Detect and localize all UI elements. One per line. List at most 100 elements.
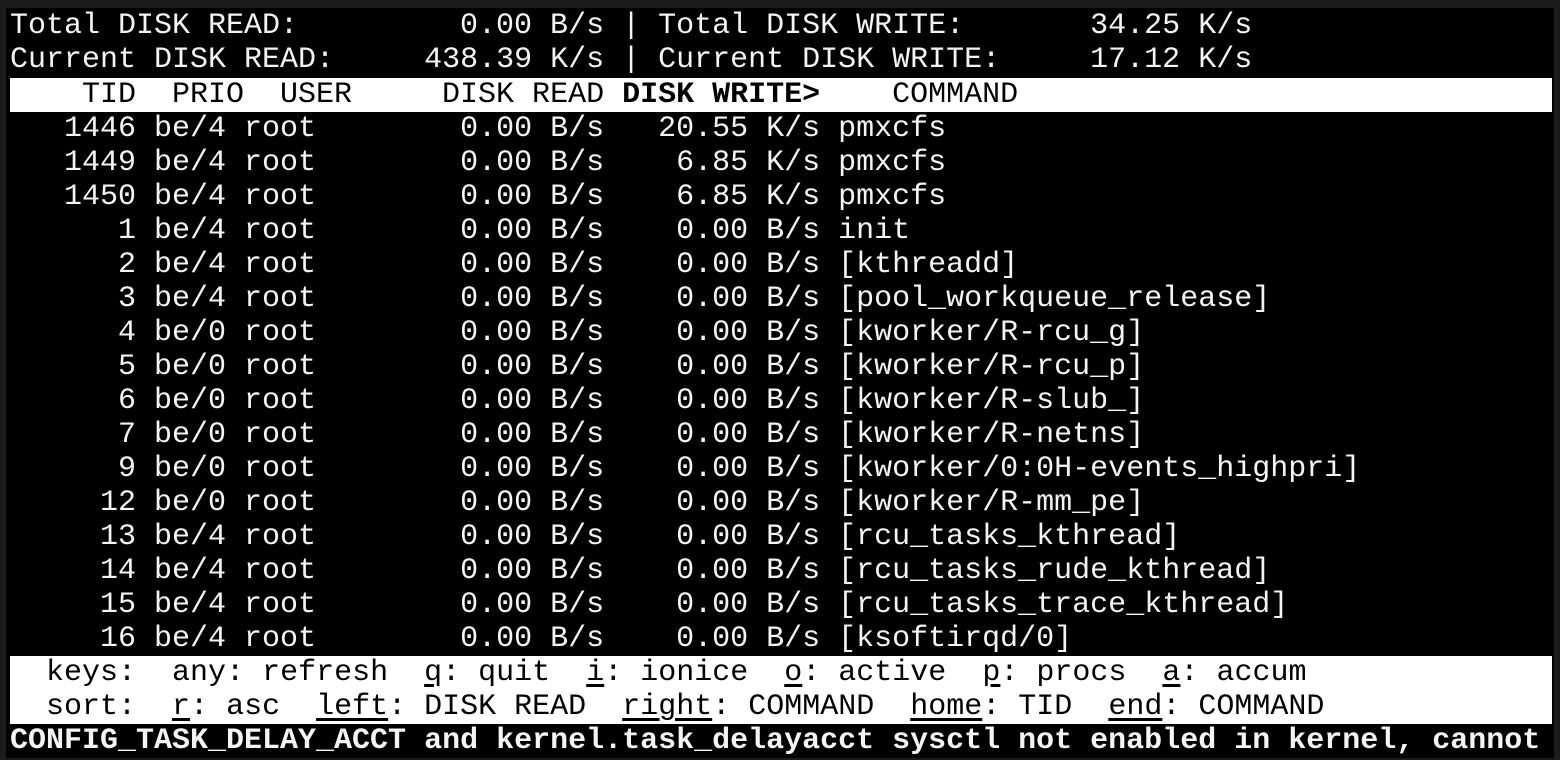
process-tid: 6 xyxy=(118,384,137,418)
process-prio: be/4 xyxy=(154,180,227,214)
current-io-line: Current DISK READ: 438.39 K/s | Current D… xyxy=(10,43,1554,77)
header-disk-write-sorted[interactable]: DISK WRITE> xyxy=(622,78,821,112)
process-tid: 1446 xyxy=(64,112,137,146)
sort-key: left xyxy=(316,690,389,724)
keys-item-p[interactable]: p: procs xyxy=(982,656,1127,690)
process-disk-write: 0.00 B/s xyxy=(676,588,821,622)
process-tid: 1 xyxy=(118,214,137,248)
header-command[interactable]: COMMAND xyxy=(892,78,1019,112)
process-row[interactable]: 7 be/0 root 0.00 B/s 0.00 B/s [kworker/R-n… xyxy=(10,418,1558,452)
keys-label: keys: xyxy=(46,656,137,690)
process-user: root xyxy=(244,520,317,554)
keys-item-any[interactable]: any: refresh xyxy=(172,656,389,690)
header-user[interactable]: USER xyxy=(280,78,353,112)
process-row[interactable]: 1450 be/4 root 0.00 B/s 6.85 K/s pmxcfs xyxy=(10,180,1558,214)
process-user: root xyxy=(244,112,317,146)
separator: | xyxy=(622,9,641,43)
keys-key: o xyxy=(784,656,803,690)
warning-message: CONFIG_TASK_DELAY_ACCT and kernel.task_d… xyxy=(10,724,1541,758)
total-read-label: Total DISK READ: xyxy=(10,9,299,43)
process-tid: 7 xyxy=(118,418,137,452)
process-disk-write: 0.00 B/s xyxy=(676,520,821,554)
sort-key: right xyxy=(622,690,713,724)
process-row[interactable]: 5 be/0 root 0.00 B/s 0.00 B/s [kworker/R-r… xyxy=(10,350,1558,384)
keys-item-a[interactable]: a: accum xyxy=(1162,656,1307,690)
process-prio: be/0 xyxy=(154,316,227,350)
keys-desc: procs xyxy=(1036,656,1127,690)
process-disk-write: 0.00 B/s xyxy=(676,316,821,350)
process-row[interactable]: 4 be/0 root 0.00 B/s 0.00 B/s [kworker/R-r… xyxy=(10,316,1558,350)
process-disk-read: 0.00 B/s xyxy=(460,316,605,350)
process-command: [rcu_tasks_kthread] xyxy=(838,520,1181,554)
process-row[interactable]: 1 be/4 root 0.00 B/s 0.00 B/s init xyxy=(10,214,1558,248)
keys-item-i[interactable]: i: ionice xyxy=(586,656,749,690)
process-tid: 3 xyxy=(118,282,137,316)
header-prio[interactable]: PRIO xyxy=(172,78,245,112)
process-prio: be/0 xyxy=(154,384,227,418)
keys-desc: ionice xyxy=(640,656,749,690)
process-row[interactable]: 6 be/0 root 0.00 B/s 0.00 B/s [kworker/R-s… xyxy=(10,384,1558,418)
process-row[interactable]: 16 be/4 root 0.00 B/s 0.00 B/s [ksoftirqd/… xyxy=(10,622,1558,656)
process-prio: be/4 xyxy=(154,248,227,282)
sort-key: r xyxy=(172,690,191,724)
keys-desc: quit xyxy=(478,656,551,690)
process-row[interactable]: 2 be/4 root 0.00 B/s 0.00 B/s [kthreadd] xyxy=(10,248,1558,282)
process-user: root xyxy=(244,554,317,588)
process-row[interactable]: 1449 be/4 root 0.00 B/s 6.85 K/s pmxcfs xyxy=(10,146,1558,180)
process-user: root xyxy=(244,418,317,452)
process-command: [kworker/R-netns] xyxy=(838,418,1145,452)
process-command: [ksoftirqd/0] xyxy=(838,622,1073,656)
process-command: [kworker/R-rcu_g] xyxy=(838,316,1145,350)
sort-item-home[interactable]: home: TID xyxy=(910,690,1073,724)
process-prio: be/4 xyxy=(154,520,227,554)
process-prio: be/4 xyxy=(154,112,227,146)
process-row[interactable]: 3 be/4 root 0.00 B/s 0.00 B/s [pool_workqu… xyxy=(10,282,1558,316)
process-row[interactable]: 15 be/4 root 0.00 B/s 0.00 B/s [rcu_tasks_… xyxy=(10,588,1558,622)
process-row[interactable]: 14 be/4 root 0.00 B/s 0.00 B/s [rcu_tasks_… xyxy=(10,554,1558,588)
process-command: [pool_workqueue_release] xyxy=(838,282,1271,316)
process-row[interactable]: 13 be/4 root 0.00 B/s 0.00 B/s [rcu_tasks_… xyxy=(10,520,1558,554)
keys-key: any xyxy=(172,656,227,690)
sort-item-r[interactable]: r: asc xyxy=(172,690,281,724)
process-row[interactable]: 9 be/0 root 0.00 B/s 0.00 B/s [kworker/0:0… xyxy=(10,452,1558,486)
process-prio: be/0 xyxy=(154,350,227,384)
sort-desc: DISK READ xyxy=(424,690,587,724)
process-disk-write: 0.00 B/s xyxy=(676,282,821,316)
process-tid: 12 xyxy=(100,486,137,520)
process-command: pmxcfs xyxy=(838,180,947,214)
process-command: pmxcfs xyxy=(838,112,947,146)
process-disk-read: 0.00 B/s xyxy=(460,180,605,214)
keys-desc: refresh xyxy=(262,656,389,690)
header-tid[interactable]: TID xyxy=(82,78,137,112)
process-disk-write: 0.00 B/s xyxy=(676,384,821,418)
process-user: root xyxy=(244,180,317,214)
process-disk-write: 0.00 B/s xyxy=(676,214,821,248)
sort-key: end xyxy=(1108,690,1163,724)
process-tid: 14 xyxy=(100,554,137,588)
process-disk-write: 0.00 B/s xyxy=(676,554,821,588)
process-tid: 15 xyxy=(100,588,137,622)
sort-desc: TID xyxy=(1018,690,1073,724)
process-row[interactable]: 12 be/0 root 0.00 B/s 0.00 B/s [kworker/R-… xyxy=(10,486,1558,520)
sort-item-end[interactable]: end: COMMAND xyxy=(1108,690,1325,724)
sort-item-right[interactable]: right: COMMAND xyxy=(622,690,875,724)
process-prio: be/0 xyxy=(154,418,227,452)
header-disk-read[interactable]: DISK READ xyxy=(442,78,605,112)
process-tid: 4 xyxy=(118,316,137,350)
keys-item-o[interactable]: o: active xyxy=(784,656,947,690)
process-disk-write: 6.85 K/s xyxy=(676,180,821,214)
keys-item-q[interactable]: q: quit xyxy=(424,656,551,690)
process-disk-read: 0.00 B/s xyxy=(460,520,605,554)
process-row[interactable]: 1446 be/4 root 0.00 B/s 20.55 K/s pmxcfs xyxy=(10,112,1558,146)
process-user: root xyxy=(244,486,317,520)
process-disk-write: 0.00 B/s xyxy=(676,622,821,656)
process-disk-write: 6.85 K/s xyxy=(676,146,821,180)
process-command: [kthreadd] xyxy=(838,248,1019,282)
sort-item-left[interactable]: left: DISK READ xyxy=(316,690,587,724)
iotop-terminal[interactable]: Total DISK READ: 0.00 B/s | Total DISK WR… xyxy=(6,8,1554,758)
process-prio: be/4 xyxy=(154,146,227,180)
keys-key: i xyxy=(586,656,605,690)
process-user: root xyxy=(244,588,317,622)
total-write-value: 34.25 K/s xyxy=(1090,9,1253,43)
sort-label: sort: xyxy=(46,690,137,724)
